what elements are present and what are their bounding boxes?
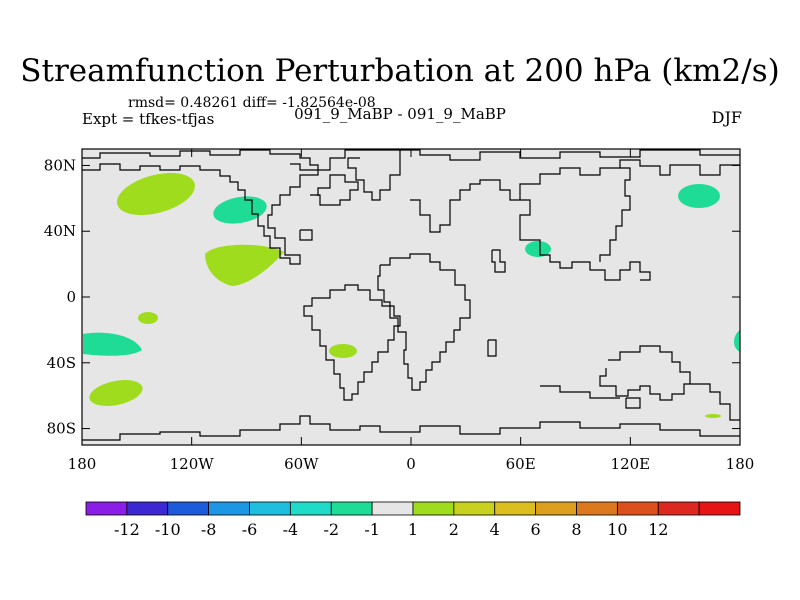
anomaly-patch [89,379,143,407]
colorbar-label: -2 [323,520,339,539]
anomaly-patch [117,172,195,216]
colorbar-label: 10 [607,520,627,539]
lon-tick-label: 0 [406,455,416,473]
colorbar-label: -8 [201,520,217,539]
stats-label: rmsd= 0.48261 diff= -1.82564e-08 [128,95,376,111]
anomaly-patch [83,332,142,356]
lat-tick-label: 0 [66,288,76,306]
colorbar: -12 -10 -8 -6 -4 -2 -1 1 2 4 6 8 10 12 [85,501,741,539]
anomaly-layer [83,172,740,418]
colorbar-label: 2 [449,520,459,539]
anomaly-patch [678,184,720,208]
anomaly-patch [734,330,740,352]
colorbar-label: 12 [648,520,668,539]
anomaly-patch [205,244,284,286]
map-axes: 80N 40N 0 40S 80S 180 120W 60W 0 60E 120E 180 [44,149,755,473]
season-label: DJF [711,108,742,127]
colorbar-swatch [616,501,659,516]
colorbar-label: -10 [155,520,181,539]
colorbar-swatch [85,501,128,516]
colorbar-swatch [126,501,169,516]
anomaly-patch [138,312,158,324]
colorbar-swatch [576,501,618,516]
colorbar-swatch [412,501,455,516]
colorbar-label: 6 [531,520,541,539]
anomaly-patch [329,344,357,358]
lat-tick-label: 40S [47,354,76,372]
colorbar-swatch [494,501,537,516]
lon-tick-label: 120W [170,455,215,473]
anomaly-patch [213,196,267,224]
lon-tick-label: 120E [611,455,651,473]
anomaly-patch [705,414,721,418]
plot-title: Streamfunction Perturbation at 200 hPa (… [20,53,780,89]
colorbar-label: -6 [242,520,258,539]
colorbar-label: -4 [283,520,299,539]
lon-tick-label: 180 [726,455,755,473]
lat-tick-label: 80S [47,420,76,438]
lon-tick-label: 60E [506,455,536,473]
colorbar-label: 8 [571,520,581,539]
colorbar-label: -1 [364,520,380,539]
lon-tick-label: 180 [68,455,97,473]
colorbar-swatch [330,501,373,516]
colorbar-swatch [657,501,700,516]
colorbar-swatch [371,501,414,516]
colorbar-swatch [453,501,496,516]
colorbar-label: 1 [408,520,418,539]
colorbar-swatch [535,501,577,516]
case-label: 091_9_MaBP - 091_9_MaBP [294,105,506,123]
colorbar-swatch [698,501,741,516]
anomaly-patch [525,241,551,257]
lat-tick-label: 80N [44,156,76,174]
coastlines [82,149,740,441]
lat-tick-label: 40N [44,222,76,240]
lon-tick-label: 60W [284,455,319,473]
colorbar-swatch [208,501,250,516]
experiment-label: Expt = tfkes-tfjas [82,110,215,128]
colorbar-label: -12 [114,520,140,539]
colorbar-swatch [249,501,291,516]
colorbar-label: 4 [490,520,500,539]
colorbar-swatch [167,501,210,516]
colorbar-swatch [289,501,332,516]
